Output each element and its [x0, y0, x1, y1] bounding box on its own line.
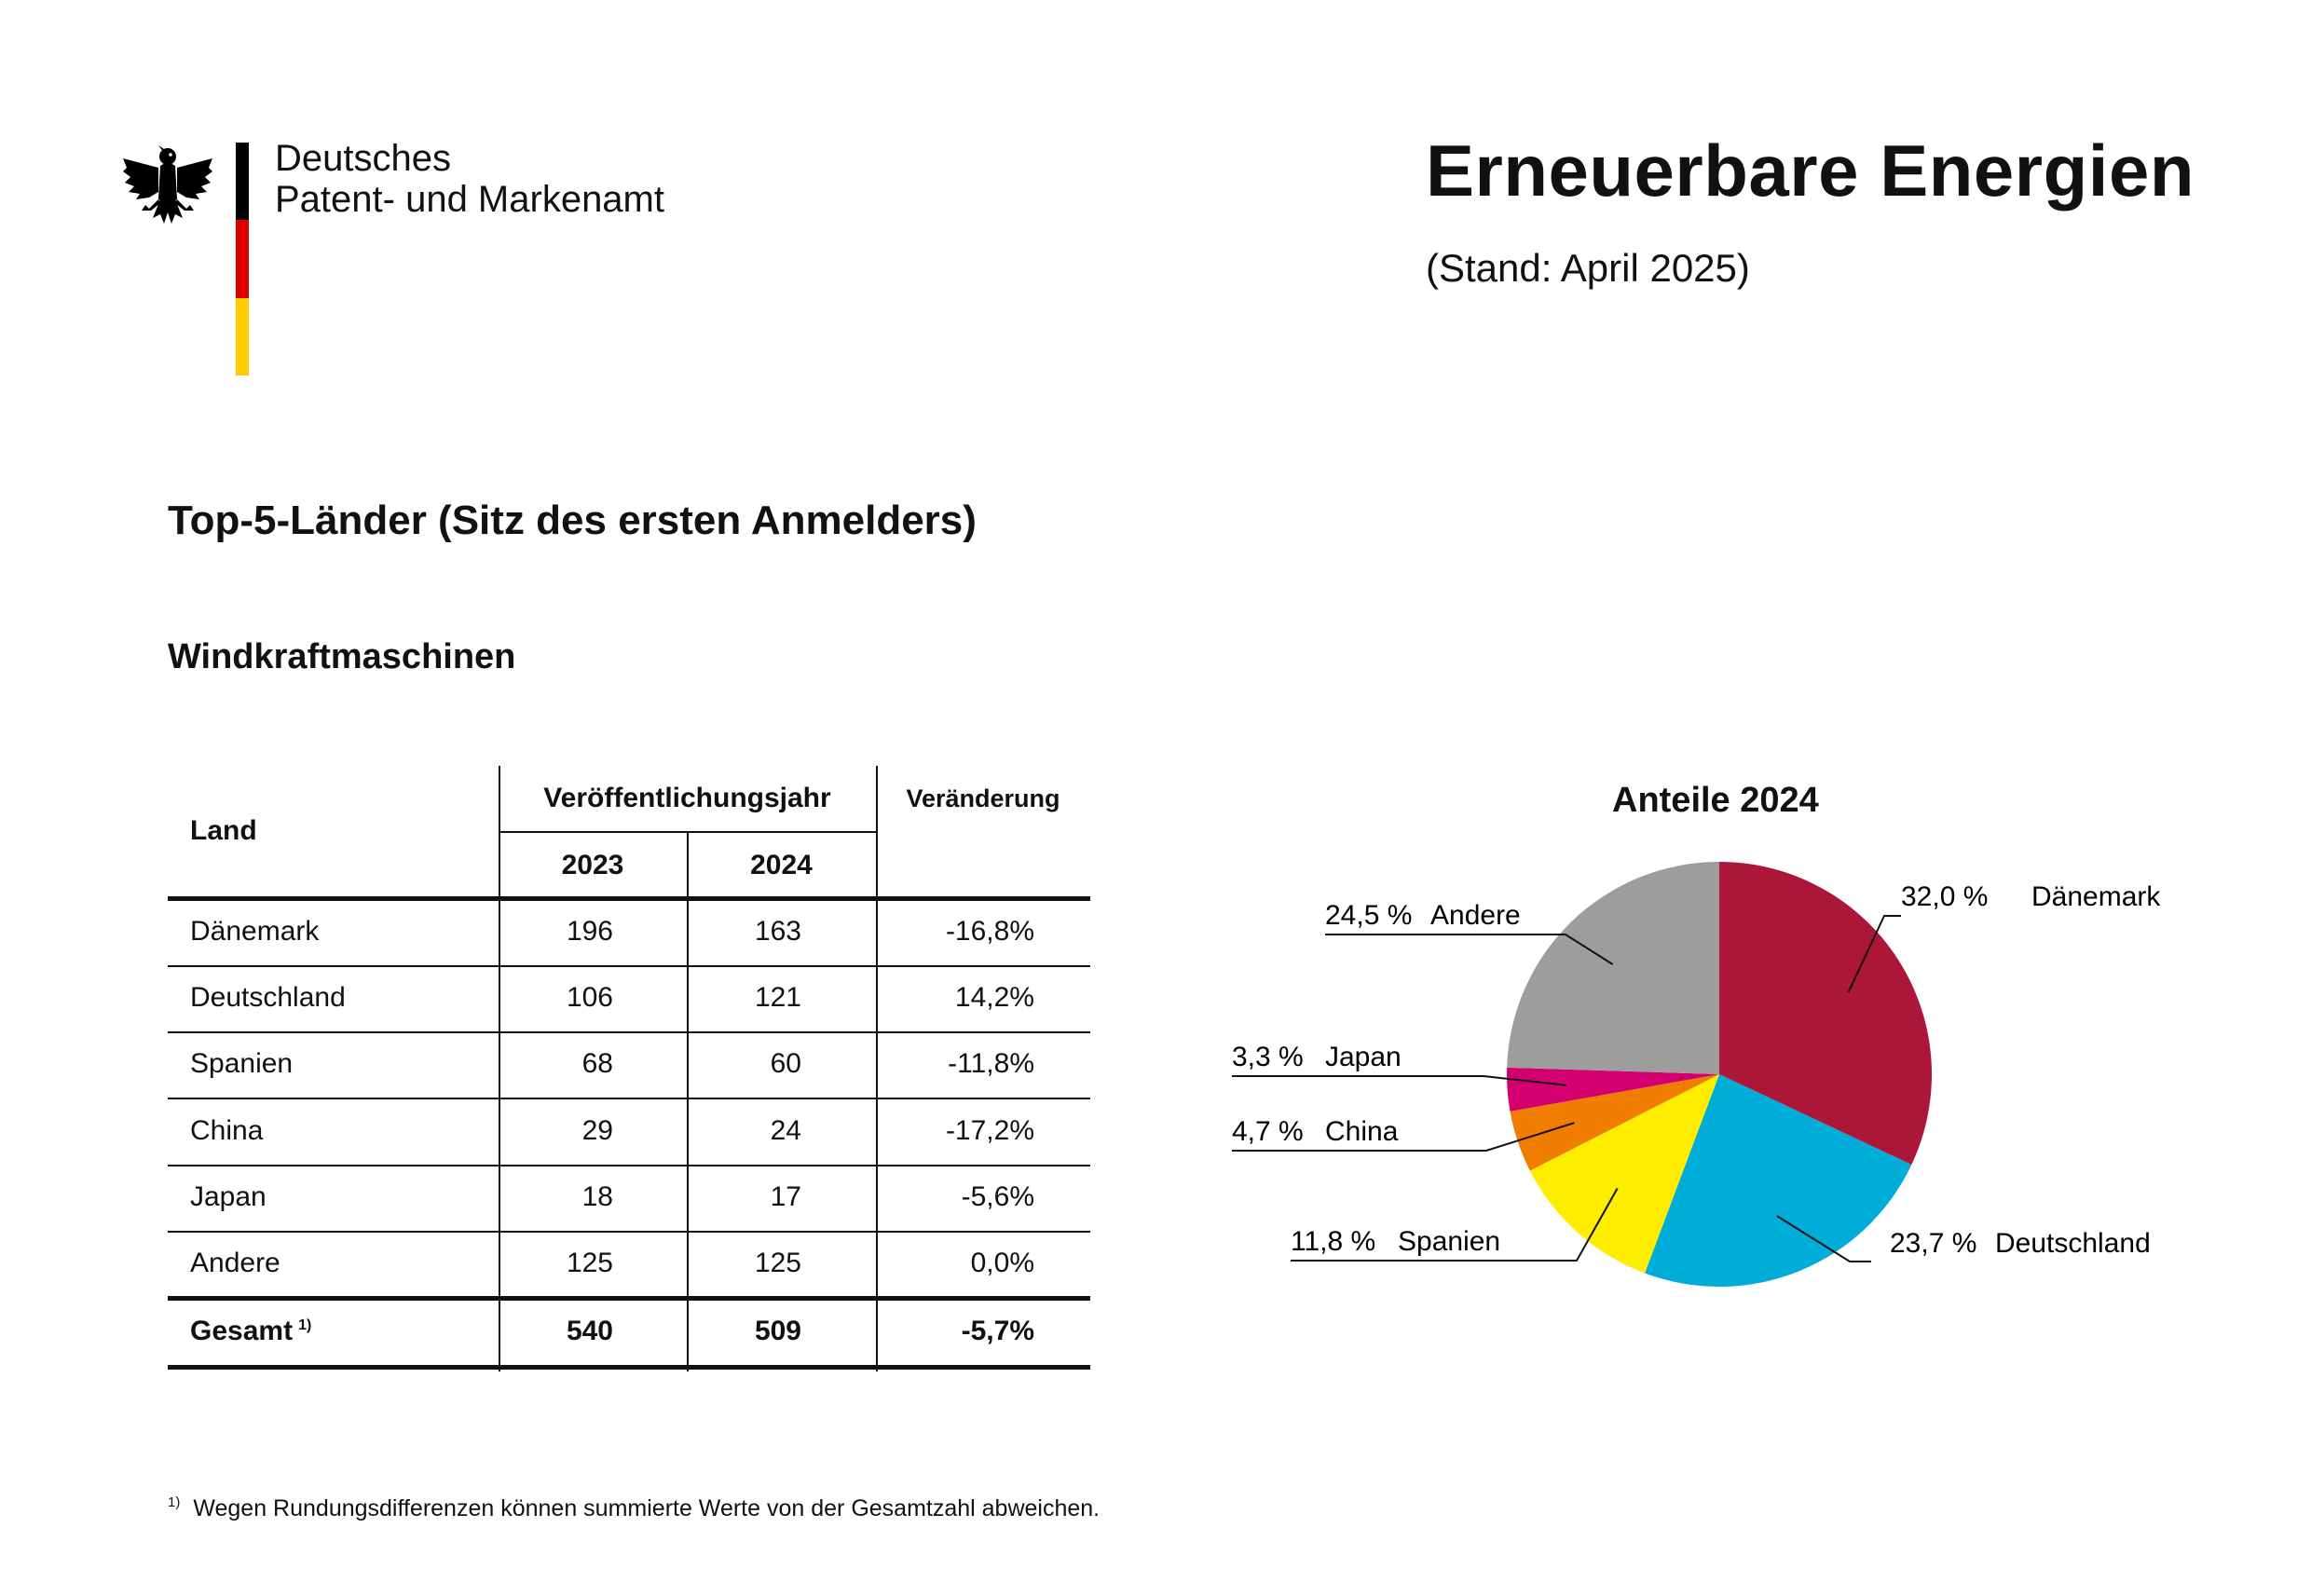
cell-2023: 125	[567, 1248, 613, 1279]
status-date: (Stand: April 2025)	[1426, 246, 1750, 291]
pie-category-label: Japan	[1325, 1042, 1402, 1072]
table-divider	[168, 1098, 1090, 1099]
table-divider	[168, 1231, 1090, 1233]
pie-value-label: 23,7 %	[1890, 1228, 1976, 1259]
data-table: Land Veröffentlichungsjahr Veränderung 2…	[168, 766, 1090, 1371]
table-divider	[168, 1031, 1090, 1033]
cell-change: -11,8%	[948, 1048, 1034, 1080]
table-bottom-rule	[168, 1365, 1090, 1370]
pie-category-label: Deutschland	[1995, 1228, 2151, 1259]
cell-country: Andere	[190, 1248, 280, 1279]
cell-2023: 18	[582, 1181, 613, 1213]
cell-2024-total: 509	[755, 1316, 801, 1347]
pie-value-label: 11,8 %	[1291, 1226, 1375, 1257]
table-divider	[876, 766, 878, 1371]
section-title: Top-5-Länder (Sitz des ersten Anmelders)	[168, 498, 977, 544]
pie-value-label: 24,5 %	[1325, 900, 1412, 931]
cell-2024: 17	[771, 1181, 801, 1213]
agency-name-line2: Patent- und Markenamt	[275, 179, 664, 220]
cell-change: -16,8%	[946, 916, 1034, 948]
cell-2024: 60	[771, 1048, 801, 1080]
cell-country-total: Gesamt 1)	[190, 1316, 311, 1347]
pie-category-label: China	[1325, 1116, 1399, 1147]
federal-eagle-icon	[121, 140, 214, 233]
total-label: Gesamt	[190, 1316, 293, 1346]
column-header-year-2023: 2023	[499, 850, 687, 881]
table-divider	[168, 965, 1090, 967]
pie-value-label: 4,7 %	[1232, 1116, 1304, 1147]
table-divider	[168, 1165, 1090, 1166]
cell-change: -17,2%	[946, 1115, 1034, 1147]
cell-2024: 121	[755, 982, 801, 1014]
pie-chart: 32,0 % Dänemark 23,7 % Deutschland 11,8 % Spa…	[1211, 764, 2190, 1342]
table-header-rule	[168, 896, 1090, 901]
total-footnote-mark: 1)	[298, 1317, 311, 1333]
page-title: Erneuerbare Energien	[1426, 129, 2195, 213]
cell-2023: 29	[582, 1115, 613, 1147]
cell-change: 0,0%	[971, 1248, 1034, 1279]
column-header-country: Land	[190, 815, 257, 847]
table-total-rule	[168, 1296, 1090, 1301]
agency-name-line1: Deutsches	[275, 138, 664, 179]
cell-2024: 24	[771, 1115, 801, 1147]
column-header-pubyear: Veröffentlichungsjahr	[499, 783, 876, 814]
footnote-mark: 1)	[168, 1494, 180, 1510]
cell-country: China	[190, 1115, 263, 1147]
subsection-title: Windkraftmaschinen	[168, 637, 515, 677]
pie-category-label: Dänemark	[2031, 881, 2161, 912]
cell-2024: 163	[755, 916, 801, 948]
flag-stripe-red	[236, 220, 249, 297]
column-header-year-2024: 2024	[687, 850, 876, 881]
pie-category-label: Spanien	[1398, 1226, 1500, 1257]
cell-change: 14,2%	[955, 982, 1034, 1014]
column-header-change: Veränderung	[876, 784, 1090, 813]
cell-2023: 106	[567, 982, 613, 1014]
pie-slice-andere	[1507, 862, 1719, 1074]
cell-2023: 196	[567, 916, 613, 948]
footnote: 1) Wegen Rundungsdifferenzen können summi…	[168, 1494, 1100, 1522]
cell-2024: 125	[755, 1248, 801, 1279]
table-divider	[687, 831, 689, 1371]
cell-2023: 68	[582, 1048, 613, 1080]
pie-value-label: 3,3 %	[1232, 1042, 1304, 1072]
flag-bar	[236, 143, 249, 375]
footnote-text: Wegen Rundungsdifferenzen können summier…	[193, 1495, 1100, 1521]
flag-stripe-gold	[236, 298, 249, 375]
pie-category-label: Andere	[1430, 900, 1521, 931]
cell-country: Dänemark	[190, 916, 319, 948]
cell-2023-total: 540	[567, 1316, 613, 1347]
cell-country: Japan	[190, 1181, 267, 1213]
agency-name: Deutsches Patent- und Markenamt	[275, 138, 664, 220]
cell-country: Deutschland	[190, 982, 346, 1014]
table-divider	[499, 831, 876, 833]
cell-country: Spanien	[190, 1048, 293, 1080]
pie-value-label: 32,0 %	[1901, 881, 1988, 912]
cell-change-total: -5,7%	[962, 1316, 1034, 1347]
cell-change: -5,6%	[962, 1181, 1034, 1213]
flag-stripe-black	[236, 143, 249, 220]
